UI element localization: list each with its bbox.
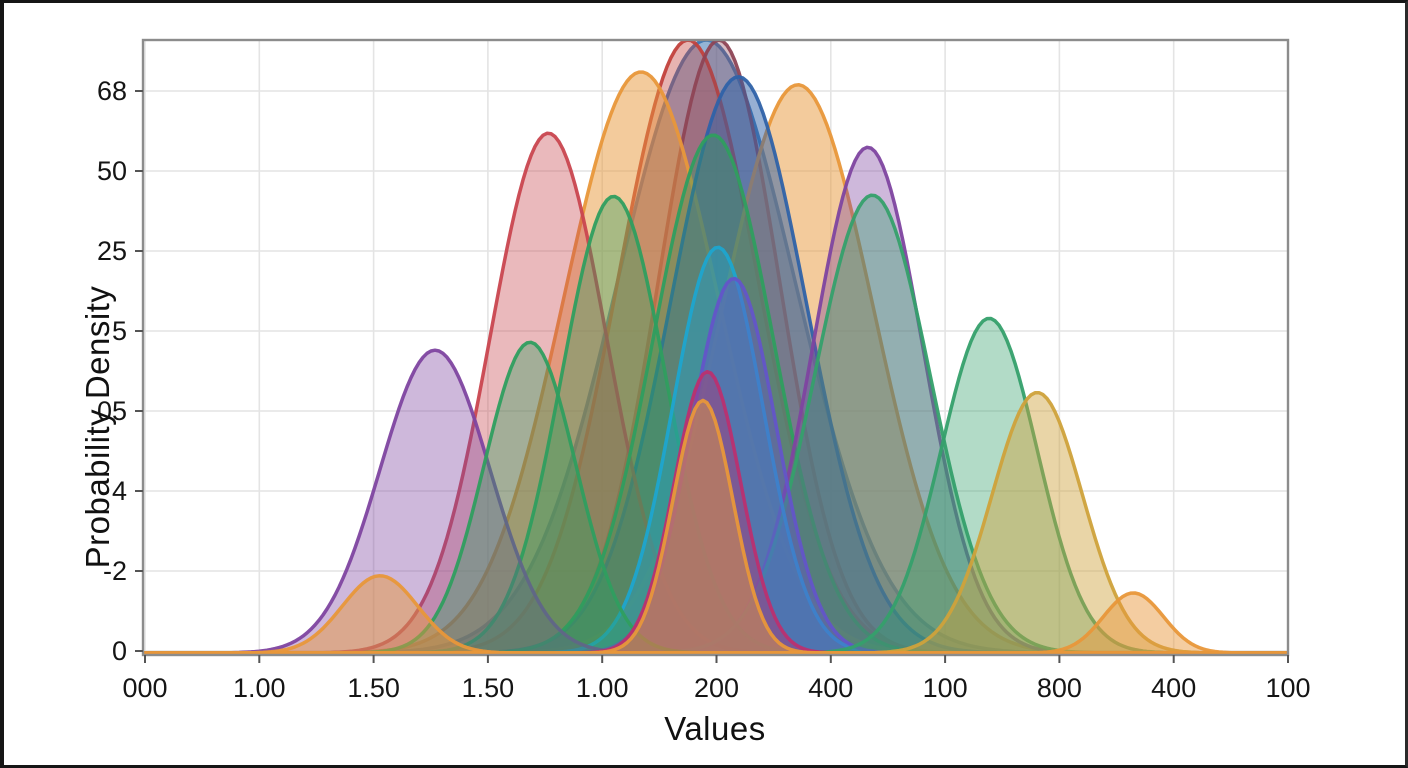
x-tick-label: 100 [1265, 673, 1310, 703]
x-tick-label: 800 [1037, 673, 1082, 703]
density-orange-bump-r [143, 591, 1288, 655]
y-axis-title: Probability Density [79, 285, 116, 569]
x-tick-label: 100 [923, 673, 968, 703]
x-tick-label: 400 [808, 673, 853, 703]
y-tick-label: 4 [112, 476, 127, 506]
y-tick-label: 25 [97, 236, 127, 266]
x-tick-label: 1.00 [576, 673, 629, 703]
y-tick-label: 0 [112, 636, 127, 666]
x-tick-label: 400 [1151, 673, 1196, 703]
y-tick-label: 5 [112, 316, 127, 346]
x-tick-label: 200 [694, 673, 739, 703]
x-tick-label: 1.50 [462, 673, 515, 703]
density-curves-layer [143, 40, 1288, 655]
x-axis-title: Values [664, 710, 766, 747]
y-tick-label: -2 [103, 556, 127, 586]
x-tick-label: 000 [122, 673, 167, 703]
x-tick-label: 1.00 [233, 673, 286, 703]
y-tick-label: 68 [97, 76, 127, 106]
y-tick-label: 50 [97, 156, 127, 186]
y-tick-label: 05 [97, 396, 127, 426]
x-tick-label: 1.50 [347, 673, 400, 703]
